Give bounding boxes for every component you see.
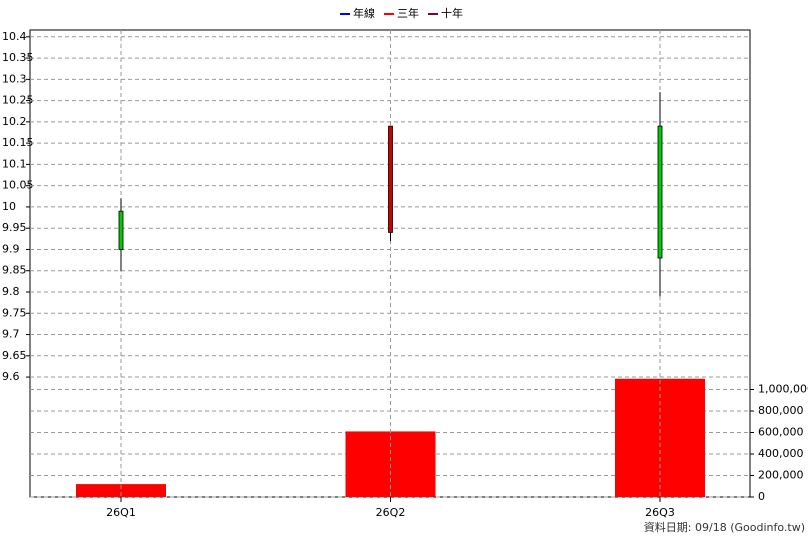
y-tick-label: 10 [2, 200, 16, 213]
legend-label: 三年 [397, 6, 419, 20]
x-tick-label: 26Q3 [645, 506, 675, 519]
y-tick-label: 10.2 [2, 115, 27, 128]
y-tick-label: 9.75 [2, 306, 27, 319]
y-tick-label: 10.15 [2, 136, 34, 149]
x-tick-label: 26Q1 [106, 506, 136, 519]
footer: 資料日期: 09/18 (Goodinfo.tw) [644, 520, 805, 534]
y2-tick-label: 0 [758, 490, 765, 503]
x-tick-label: 26Q2 [376, 506, 406, 519]
y-tick-label: 10.1 [2, 157, 27, 170]
y-tick-label: 9.9 [2, 242, 20, 255]
y-tick-label: 9.85 [2, 264, 27, 277]
y2-tick-label: 800,000 [758, 404, 804, 417]
legend-label: 十年 [441, 6, 463, 20]
candle-body [118, 210, 124, 250]
y-tick-label: 9.8 [2, 285, 20, 298]
y2-tick-label: 200,000 [758, 468, 804, 481]
y2-tick-label: 400,000 [758, 447, 804, 460]
y2-tick-label: 600,000 [758, 425, 804, 438]
y-tick-label: 10.3 [2, 72, 27, 85]
candle-body [657, 125, 663, 259]
y-tick-label: 10.25 [2, 94, 34, 107]
y-tick-label: 9.65 [2, 349, 27, 362]
y-tick-label: 9.7 [2, 328, 20, 341]
y-tick-label: 9.95 [2, 221, 27, 234]
legend-label: 年線 [353, 6, 375, 20]
y-tick-label: 10.4 [2, 30, 27, 43]
y-tick-label: 9.6 [2, 370, 20, 383]
y-tick-label: 10.05 [2, 179, 34, 192]
candle-body [388, 125, 393, 233]
volume-bar [76, 484, 166, 497]
y2-tick-label: 1,000,000 [758, 382, 808, 395]
y-tick-label: 10.35 [2, 51, 34, 64]
